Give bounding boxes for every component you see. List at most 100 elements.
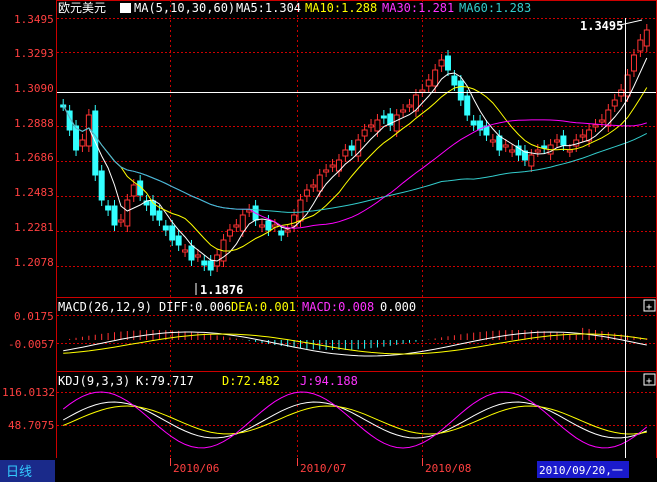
macd-title: MACD(26,12,9)	[58, 300, 152, 314]
period-tab[interactable]: 日线	[6, 465, 32, 480]
candle-body	[592, 124, 599, 128]
macd-extra: 0.000	[380, 300, 416, 314]
ma30-value: MA30:1.281	[382, 1, 454, 15]
period-tab-bg	[0, 460, 55, 482]
kdj-d-line	[63, 405, 647, 435]
candle-body	[303, 189, 310, 197]
kdj-d: D:72.482	[222, 374, 280, 388]
kdj-title: KDJ(9,3,3)	[58, 374, 130, 388]
candle-body	[169, 225, 176, 241]
symbol-name: 欧元美元	[58, 1, 106, 15]
candle-body	[111, 205, 118, 226]
candle-body	[201, 260, 208, 266]
candle-body	[207, 260, 214, 271]
candle-body	[98, 170, 105, 201]
candle-body	[611, 99, 618, 107]
candle-body	[579, 134, 586, 138]
candle-body	[130, 184, 137, 197]
candle-body	[316, 174, 323, 192]
candle-body	[534, 149, 541, 153]
date-label: 2010/08	[425, 462, 471, 475]
y-tick-label: 48.7075	[8, 419, 54, 432]
candle-body	[400, 109, 407, 113]
macd-dea-line	[63, 333, 647, 355]
macd-header: MACD(26,12,9) DIFF:0.006 DEA:0.001 MACD:…	[58, 300, 416, 314]
ma-label: MA(5,10,30,60)	[134, 1, 235, 15]
candle-body	[438, 59, 445, 67]
candle-body	[477, 120, 484, 131]
y-tick-label: 1.2686	[14, 151, 54, 164]
candle-body	[361, 129, 368, 137]
candle-body	[380, 115, 387, 119]
kdj-k-line	[62, 401, 647, 439]
candle-body	[348, 145, 355, 151]
candle-body	[605, 109, 612, 127]
candle-body	[355, 139, 362, 157]
cursor-date: 2010/09/20,一	[539, 464, 623, 477]
candle-body	[278, 230, 285, 236]
macd-diff: DIFF:0.006	[159, 300, 231, 314]
kdj-expand-button[interactable]	[643, 373, 656, 386]
candle-body	[470, 120, 477, 126]
candle-body	[162, 225, 169, 231]
candle-body	[284, 229, 291, 233]
y-tick-label: 0.0175	[14, 310, 54, 323]
y-tick-label: 1.2281	[14, 221, 54, 234]
date-label: 2010/07	[300, 462, 346, 475]
kdj-y-axis: 116.0132 48.7075	[2, 386, 55, 432]
candle-body	[66, 110, 73, 131]
candle-body	[297, 199, 304, 222]
ma-toggle-icon[interactable]	[120, 3, 131, 13]
macd-expand-button[interactable]	[643, 299, 656, 312]
cursor-date-bg	[537, 461, 629, 478]
high-price-label: 1.3495	[580, 19, 623, 33]
kdj-layer	[62, 391, 648, 449]
candle-body	[560, 135, 567, 146]
candle-body	[137, 180, 144, 196]
candle-body	[226, 229, 233, 237]
candle-body	[387, 113, 394, 126]
candle-body	[419, 89, 426, 93]
candles-layer	[60, 24, 650, 276]
candle-body	[79, 139, 86, 147]
grid-lines	[57, 0, 656, 458]
ma60-line	[62, 104, 648, 213]
candle-body	[175, 235, 182, 246]
candle-body	[105, 205, 112, 211]
macd-value: MACD:0.008	[302, 300, 374, 314]
candle-body	[541, 145, 548, 149]
main-y-axis: 1.3495 1.3293 1.3090 1.2888 1.2686 1.248…	[14, 13, 54, 269]
candle-body	[117, 219, 124, 223]
candle-body	[156, 210, 163, 221]
date-axis: 2010/06 2010/07 2010/08	[170, 458, 471, 475]
candle-body	[412, 94, 419, 112]
ma5-line	[62, 57, 648, 262]
plus-icon: +	[646, 376, 652, 387]
candle-body	[643, 29, 650, 47]
main-header: 欧元美元 MA(5,10,30,60) MA5:1.304 MA10:1.288…	[58, 1, 531, 15]
candle-body	[239, 214, 246, 232]
candle-body	[265, 220, 272, 231]
panel-borders	[56, 0, 657, 459]
candle-body	[323, 169, 330, 173]
plus-icon: +	[646, 302, 652, 313]
candle-body	[188, 245, 195, 261]
kdj-header: KDJ(9,3,3) K:79.717 D:72.482 J:94.188	[58, 374, 358, 388]
kdj-j: J:94.188	[300, 374, 358, 388]
y-tick-label: 1.3090	[14, 82, 54, 95]
candle-body	[425, 79, 432, 87]
ma-lines-layer	[62, 57, 648, 262]
candle-body	[528, 154, 535, 167]
y-tick-label: 1.2888	[14, 117, 54, 130]
ma10-value: MA10:1.288	[305, 1, 377, 15]
candle-body	[515, 145, 522, 156]
candle-body	[554, 139, 561, 143]
candle-body	[521, 150, 528, 161]
candle-body	[451, 75, 458, 86]
macd-diff-line	[63, 331, 647, 357]
candle-body	[509, 149, 516, 153]
candle-body	[496, 135, 503, 151]
candle-body	[194, 254, 201, 258]
candle-body	[182, 249, 189, 253]
